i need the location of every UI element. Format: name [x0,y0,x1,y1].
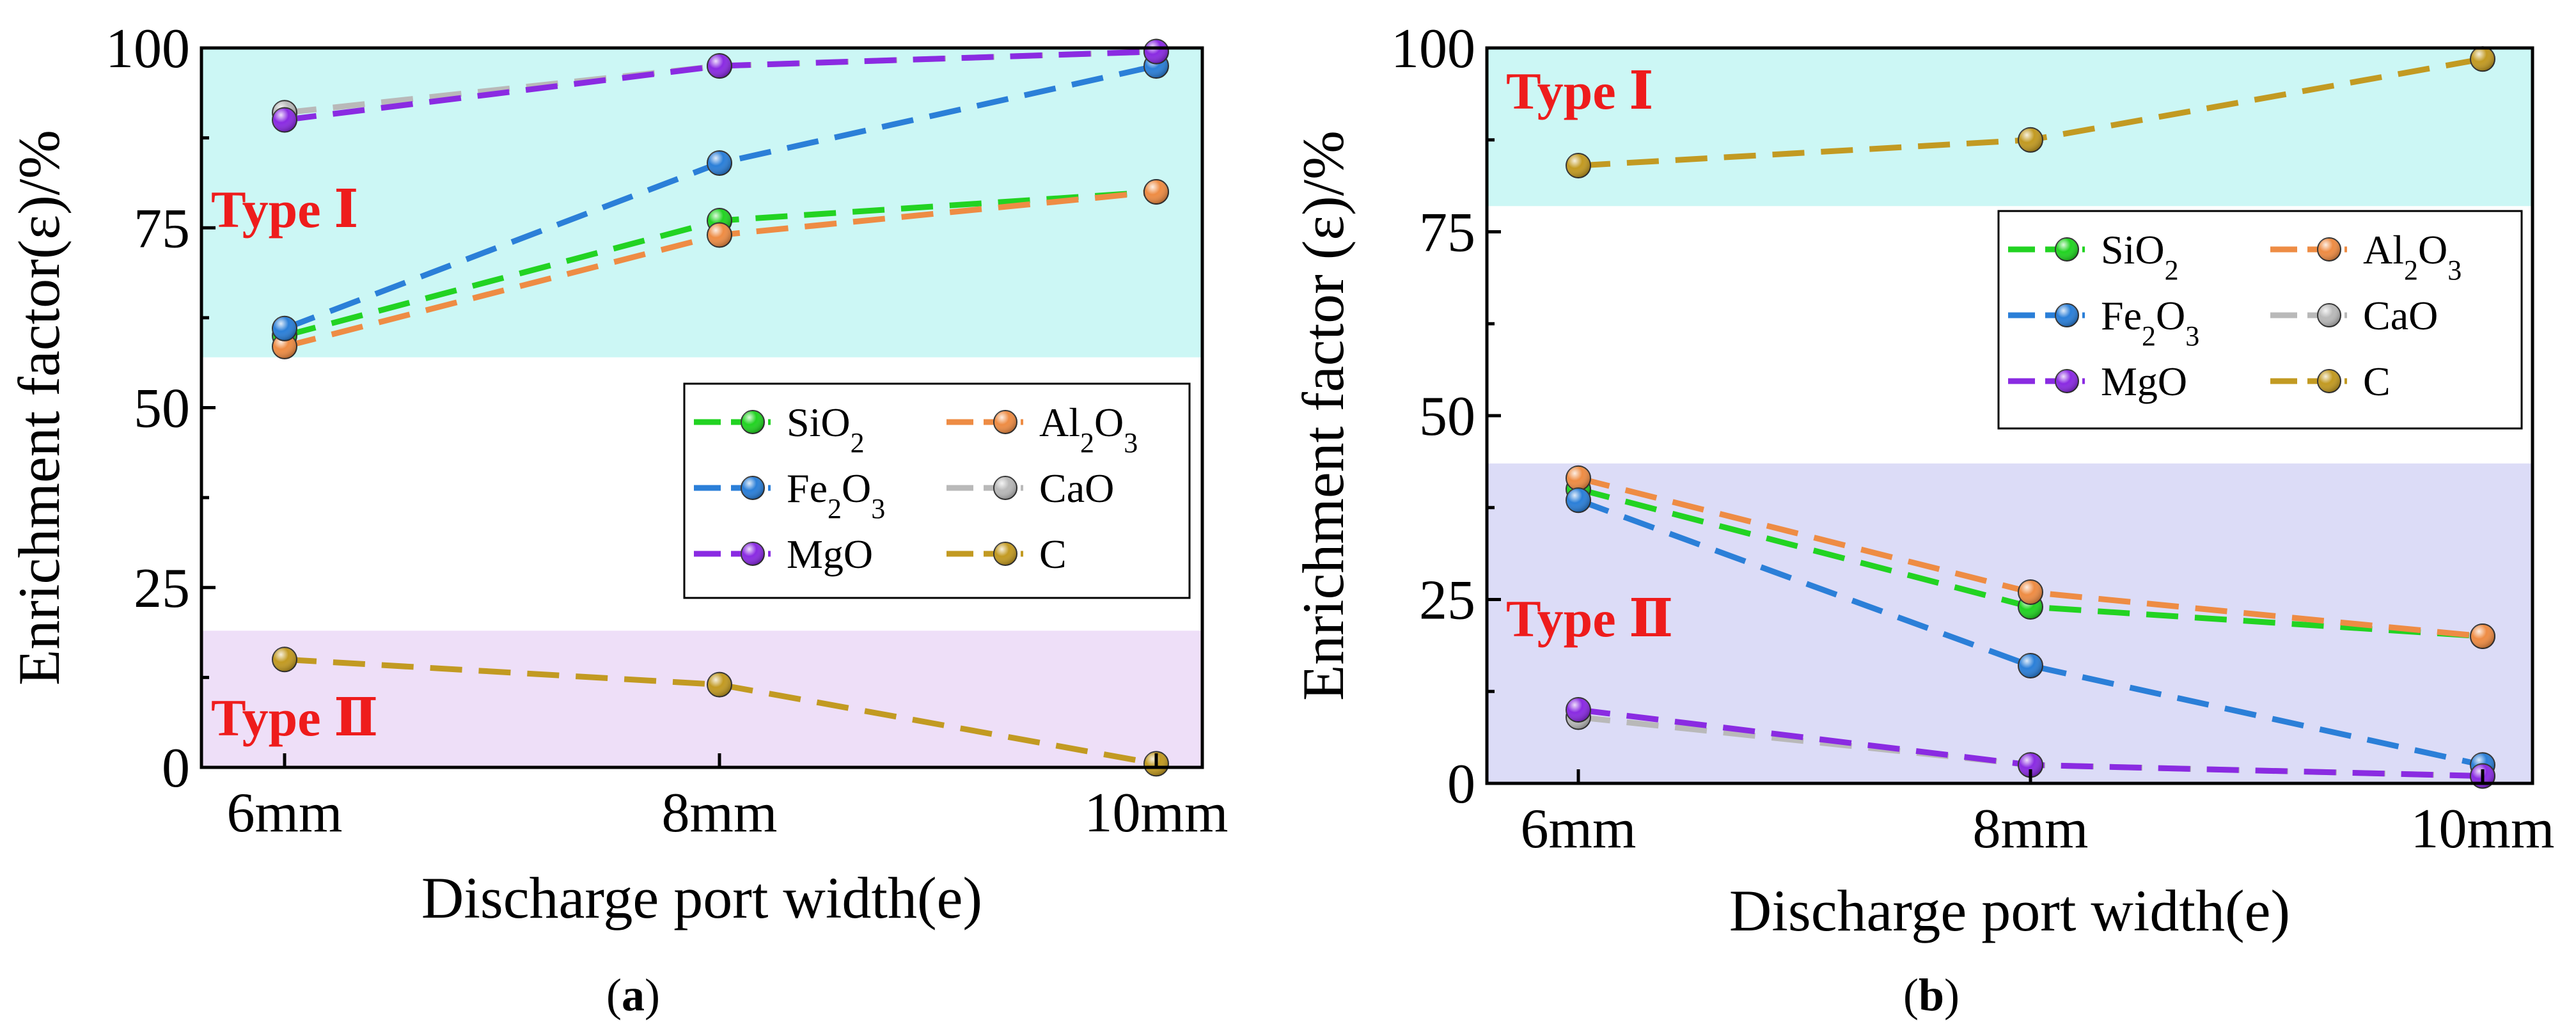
legend-label-cao: CaO [1039,466,1114,511]
x-tick-label-6mm: 6mm [1521,798,1637,860]
legend-item-cao: CaO [2270,293,2438,338]
data-point-c-6mm [272,647,297,673]
data-point-al2o3-6mm [272,333,297,359]
legend-label-cao: CaO [2363,293,2438,338]
legend-item-sio2: SiO2 [694,400,865,459]
y-tick-label-75: 75 [1419,202,1475,264]
data-point-c-8mm [707,671,732,698]
y-tick-label-50: 50 [1419,386,1475,448]
markers [1566,46,2495,789]
x-tick-label-6mm: 6mm [227,782,343,844]
x-tick-label-8mm: 8mm [1973,798,2089,860]
data-point-fe2o3-6mm [1566,487,1591,514]
data-point-c-6mm [1566,153,1591,178]
legend-item-al2o3: Al2O3 [2270,227,2462,286]
legend-box [1997,210,2523,430]
data-point-c-8mm [2018,127,2043,153]
legend-label-al2o3: Al2O3 [1039,400,1138,459]
x-tick-label-10mm: 10mm [2411,798,2555,860]
y-axis-title: Enrichment factor (ε)/% [1291,130,1356,701]
chart-panel-a: Type Ⅰ Type Ⅱ 0 25 50 75 100 6mm 8mm 10mm Discharg… [6,18,1228,1021]
data-point-c-10mm [1143,751,1169,777]
data-point-fe2o3-6mm [272,315,297,341]
legend-item-cao: CaO [946,466,1114,511]
y-tick-label-100: 100 [1391,18,1475,80]
data-point-al2o3-6mm [1566,465,1591,491]
region-band-1 [201,48,1202,357]
y-tick-label-25: 25 [134,558,190,620]
data-point-mgo-8mm [707,53,732,79]
region-band-1 [1487,48,2533,207]
x-tick-label-8mm: 8mm [662,782,778,844]
legend-item-mgo: MgO [2008,359,2187,404]
data-point-al2o3-10mm [2470,623,2495,649]
legend-item-fe2o3: Fe2O3 [694,466,885,524]
y-tick-label-50: 50 [134,378,190,440]
legend-item-c: C [2270,359,2391,404]
data-point-al2o3-10mm [1143,179,1169,205]
legend-item-fe2o3: Fe2O3 [2008,293,2199,352]
x-axis-title: Discharge port width(e) [421,865,982,930]
legend: SiO2 Al2O3 Fe2O3 CaO MgO C [683,382,1191,599]
legend-item-al2o3: Al2O3 [946,400,1138,459]
legend-label-mgo: MgO [787,531,873,577]
data-point-c-10mm [2470,46,2495,72]
data-point-fe2o3-8mm [2018,653,2043,678]
legend-item-c: C [946,531,1067,577]
data-point-al2o3-8mm [2018,579,2043,605]
series-line-c [284,656,1157,767]
y-tick-label-100: 100 [106,18,190,80]
legend-label-al2o3: Al2O3 [2363,227,2462,286]
y-tick-label-25: 25 [1419,570,1475,632]
legend-label-fe2o3: Fe2O3 [2101,293,2199,352]
data-point-mgo-10mm [1143,38,1169,65]
data-point-mgo-8mm [2018,752,2043,778]
markers [272,38,1169,777]
data-point-al2o3-8mm [707,222,732,248]
x-axis-title: Discharge port width(e) [1729,878,2290,943]
chart-panel-b: Type Ⅰ Type Ⅱ 0 25 50 75 100 6mm 8mm 10mm Discharg… [1291,18,2554,1021]
legend-label-c: C [1039,531,1067,577]
x-tick-label-10mm: 10mm [1085,782,1229,844]
series-line-fe2o3 [1577,498,2483,768]
y-tick-label-75: 75 [134,198,190,260]
data-point-fe2o3-8mm [707,150,732,176]
y-tick-label-0: 0 [162,737,190,799]
legend-item-sio2: SiO2 [2008,227,2179,286]
region-label-type-2: Type Ⅱ [1506,590,1673,648]
legend: SiO2 Al2O3 Fe2O3 CaO MgO C [1997,210,2523,430]
region-label-type-1: Type Ⅰ [211,180,358,239]
y-axis-title: Enrichment factor(ε)/% [6,130,72,686]
panel-label-b: (b) [1903,969,1959,1021]
panel-label-a: (a) [606,969,660,1021]
legend-label-sio2: SiO2 [2101,227,2179,286]
region-label-type-2: Type Ⅱ [211,689,378,747]
data-point-mgo-6mm [1566,697,1591,723]
region-label-type-1: Type Ⅰ [1506,62,1653,120]
legend-item-mgo: MgO [694,531,873,577]
y-tick-label-0: 0 [1447,753,1475,815]
legend-label-sio2: SiO2 [787,400,865,459]
legend-label-c: C [2363,359,2391,404]
legend-label-fe2o3: Fe2O3 [787,466,885,524]
data-point-mgo-6mm [272,107,297,133]
legend-label-mgo: MgO [2101,359,2187,404]
